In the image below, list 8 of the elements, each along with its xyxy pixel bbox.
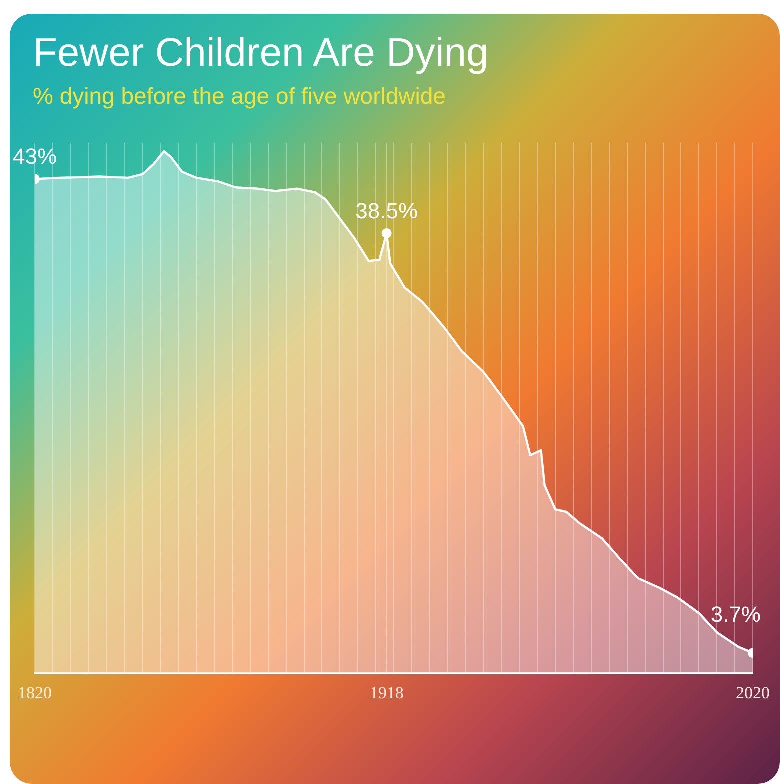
chart-subtitle: % dying before the age of five worldwide (33, 82, 446, 110)
chart-title: Fewer Children Are Dying (33, 30, 489, 76)
data-label: 3.7% (710, 602, 761, 628)
x-tick-label: 2020 (736, 683, 770, 702)
x-tick-label: 1820 (18, 683, 52, 702)
data-label: 43% (12, 144, 58, 170)
x-tick-label: 1918 (370, 683, 404, 702)
data-label: 38.5% (356, 198, 418, 224)
